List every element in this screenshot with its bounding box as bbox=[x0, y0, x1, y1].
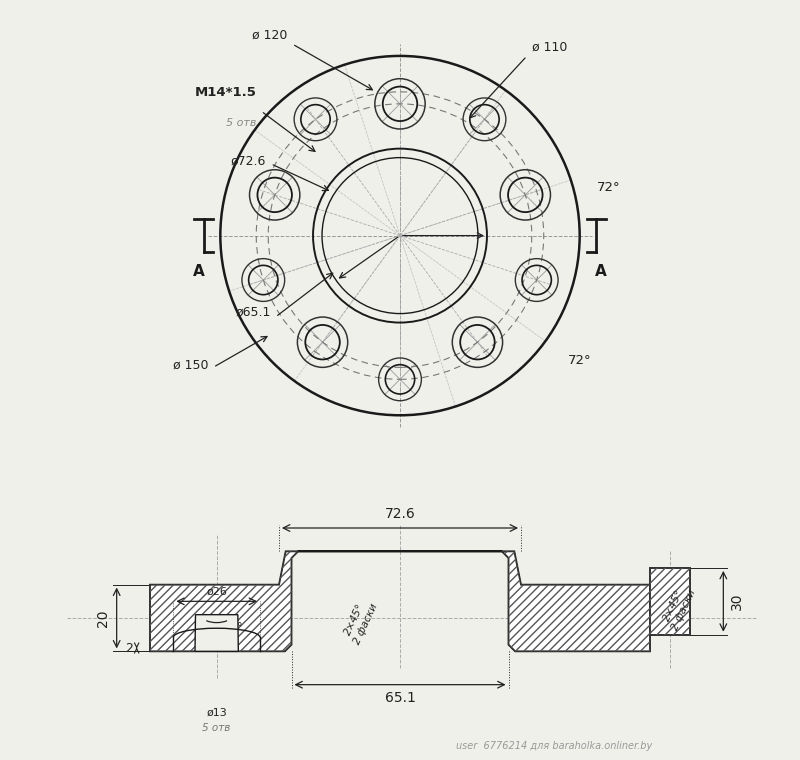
Text: 30: 30 bbox=[730, 593, 744, 610]
Text: 72.6: 72.6 bbox=[385, 508, 415, 521]
Text: ø65.1: ø65.1 bbox=[235, 306, 270, 318]
Text: ø13: ø13 bbox=[206, 708, 227, 718]
Text: 5 отв: 5 отв bbox=[226, 119, 256, 128]
Polygon shape bbox=[195, 615, 238, 651]
Text: 72°: 72° bbox=[597, 181, 620, 195]
Text: 20: 20 bbox=[96, 610, 110, 627]
Text: 60°: 60° bbox=[223, 622, 242, 632]
Text: 2×45°
2 фаски: 2×45° 2 фаски bbox=[341, 597, 379, 646]
Text: ø 150: ø 150 bbox=[173, 359, 208, 372]
Text: 2×45°
2 фаски: 2×45° 2 фаски bbox=[660, 584, 698, 632]
Text: ø26: ø26 bbox=[206, 586, 227, 597]
Text: ø72.6: ø72.6 bbox=[230, 155, 266, 168]
Text: ø 110: ø 110 bbox=[532, 40, 567, 53]
Text: user  6776214 для baraholka.onliner.by: user 6776214 для baraholka.onliner.by bbox=[456, 741, 652, 751]
Text: A: A bbox=[193, 264, 205, 280]
Text: 72°: 72° bbox=[568, 353, 591, 366]
Polygon shape bbox=[650, 568, 690, 635]
Text: 65.1: 65.1 bbox=[385, 692, 415, 705]
Text: 5 отв: 5 отв bbox=[202, 723, 231, 733]
Polygon shape bbox=[150, 551, 650, 651]
Text: ø 120: ø 120 bbox=[252, 29, 287, 42]
Text: 2: 2 bbox=[126, 641, 134, 654]
Text: M14*1.5: M14*1.5 bbox=[194, 86, 256, 99]
Text: A: A bbox=[595, 264, 607, 280]
